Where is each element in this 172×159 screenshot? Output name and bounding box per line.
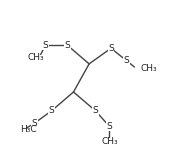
Text: S: S (108, 44, 114, 53)
Text: S: S (124, 56, 130, 65)
Text: H₃C: H₃C (20, 125, 37, 134)
Text: S: S (49, 106, 55, 115)
Text: CH₃: CH₃ (28, 53, 44, 62)
Text: CH₃: CH₃ (141, 64, 157, 73)
Text: S: S (32, 119, 37, 128)
Text: CH₃: CH₃ (101, 138, 118, 146)
Text: S: S (42, 41, 48, 50)
Text: S: S (64, 41, 70, 50)
Text: S: S (107, 122, 112, 131)
Text: S: S (93, 106, 98, 115)
